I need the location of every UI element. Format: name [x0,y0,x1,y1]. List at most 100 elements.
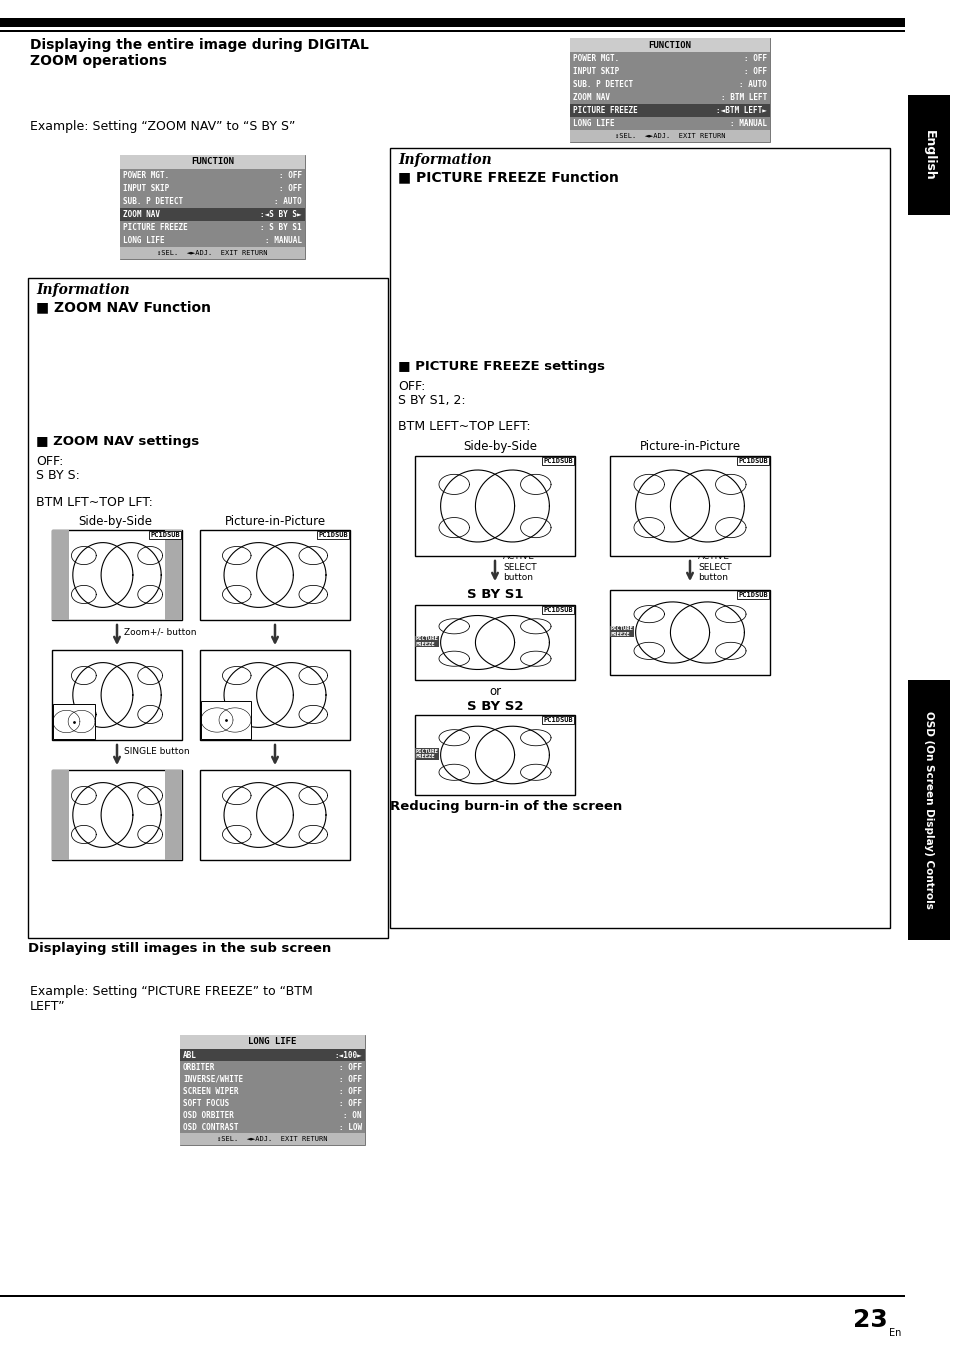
Text: Side-by-Side: Side-by-Side [462,440,537,453]
Bar [415,457,575,557]
Bar [180,1133,365,1146]
Text: : OFF: : OFF [278,172,302,180]
Text: : OFF: : OFF [278,184,302,193]
Bar [180,1035,365,1048]
Text: : S BY S1: : S BY S1 [260,223,302,232]
Text: SOFT FOCUS: SOFT FOCUS [183,1098,229,1108]
Text: PC1DSUB: PC1DSUB [542,717,573,723]
Bar [609,457,769,557]
Bar [0,18,904,27]
Text: ACTIVE
SELECT
button: ACTIVE SELECT button [502,553,536,582]
Text: : OFF: : OFF [743,54,766,63]
Text: Example: Setting “ZOOM NAV” to “S BY S”: Example: Setting “ZOOM NAV” to “S BY S” [30,120,295,132]
Bar [569,91,769,104]
Text: ■ PICTURE FREEZE Function: ■ PICTURE FREEZE Function [397,170,618,184]
Bar [120,208,305,222]
Text: BTM LEFT~TOP LEFT:: BTM LEFT~TOP LEFT: [397,420,530,434]
Text: INPUT SKIP: INPUT SKIP [573,68,618,76]
Text: ■ ZOOM NAV settings: ■ ZOOM NAV settings [36,435,199,449]
Text: PC1DSUB: PC1DSUB [738,458,767,463]
Bar [180,1048,365,1061]
Bar [52,770,69,861]
Text: Picture-in-Picture: Picture-in-Picture [639,440,740,453]
Bar [120,195,305,208]
Bar [120,155,305,169]
Bar [415,605,575,680]
Bar [390,149,889,928]
Text: Information: Information [397,153,491,168]
Text: Reducing burn-in of the screen: Reducing burn-in of the screen [390,800,621,813]
Bar [165,530,182,620]
Text: ↕SEL.  ◄►ADJ.  EXIT RETURN: ↕SEL. ◄►ADJ. EXIT RETURN [157,250,268,255]
Bar [907,95,949,215]
Text: OSD CONTRAST: OSD CONTRAST [183,1123,238,1132]
Text: OSD (On Screen Display) Controls: OSD (On Screen Display) Controls [923,711,933,909]
Text: ■ ZOOM NAV Function: ■ ZOOM NAV Function [36,300,211,313]
Bar [569,51,769,65]
Bar [180,1073,365,1085]
Text: or: or [489,685,500,698]
Bar [569,104,769,118]
Bar [0,30,904,32]
Text: 23: 23 [852,1308,886,1332]
Bar [200,770,350,861]
Text: LONG LIFE: LONG LIFE [248,1038,296,1047]
Text: PC1DSUB: PC1DSUB [542,458,573,463]
Text: ZOOM NAV: ZOOM NAV [573,93,609,101]
Text: OFF:: OFF: [36,455,63,467]
Text: BTM LFT~TOP LFT:: BTM LFT~TOP LFT: [36,496,152,509]
Bar [569,118,769,130]
Bar [52,770,182,861]
Bar [52,530,69,620]
Bar [120,182,305,195]
Text: PC1DSUB: PC1DSUB [542,607,573,613]
Bar [569,65,769,78]
Text: : MANUAL: : MANUAL [265,236,302,245]
Bar [415,715,575,794]
Text: PICTURE FREEZE: PICTURE FREEZE [123,223,188,232]
Text: English: English [922,130,935,181]
Text: LONG LIFE: LONG LIFE [123,236,165,245]
Bar [200,650,350,740]
Text: PICTURE
FREEZE: PICTURE FREEZE [416,748,438,759]
Text: POWER MGT.: POWER MGT. [573,54,618,63]
Text: OFF:: OFF: [397,380,425,393]
Text: OSD ORBITER: OSD ORBITER [183,1111,233,1120]
Bar [201,701,251,739]
Bar [120,155,305,259]
Bar [52,530,182,620]
Text: PICTURE
FREEZE: PICTURE FREEZE [610,626,633,636]
Text: : MANUAL: : MANUAL [729,119,766,128]
Bar [120,222,305,234]
Bar [53,704,95,739]
Text: En: En [888,1328,901,1337]
Text: S BY S1, 2:: S BY S1, 2: [397,394,465,407]
Bar [0,1296,904,1297]
Bar [120,169,305,182]
Text: : OFF: : OFF [338,1098,361,1108]
Bar [180,1061,365,1073]
Bar [569,78,769,91]
Text: ORBITER: ORBITER [183,1062,215,1071]
Text: FUNCTION: FUNCTION [191,158,233,166]
Bar [180,1121,365,1133]
Bar [569,38,769,142]
Text: INPUT SKIP: INPUT SKIP [123,184,169,193]
Bar [569,38,769,51]
Text: S BY S:: S BY S: [36,469,80,482]
Text: ■ PICTURE FREEZE settings: ■ PICTURE FREEZE settings [397,359,604,373]
Text: PC1DSUB: PC1DSUB [318,532,348,538]
Text: Information: Information [36,282,130,297]
Text: ZOOM NAV: ZOOM NAV [123,209,160,219]
Text: :◄BTM LEFT►: :◄BTM LEFT► [716,105,766,115]
Text: PICTURE FREEZE: PICTURE FREEZE [573,105,638,115]
Bar [180,1035,365,1146]
Text: S BY S2: S BY S2 [466,700,522,713]
Text: : OFF: : OFF [743,68,766,76]
Bar [120,234,305,247]
Text: : AUTO: : AUTO [274,197,302,205]
Text: LONG LIFE: LONG LIFE [573,119,614,128]
Text: SCREEN WIPER: SCREEN WIPER [183,1086,238,1096]
Text: : OFF: : OFF [338,1074,361,1084]
Bar [120,247,305,259]
